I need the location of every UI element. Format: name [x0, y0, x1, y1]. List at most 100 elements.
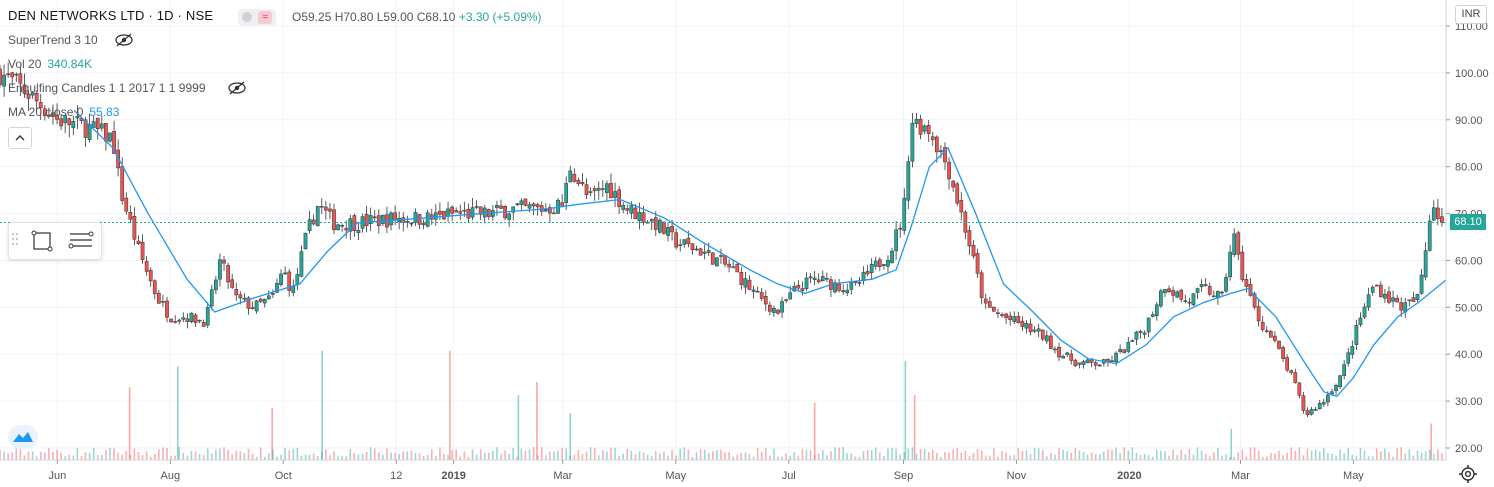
legend-supertrend[interactable]: SuperTrend 3 10: [8, 33, 98, 47]
candle-body: [254, 300, 259, 312]
legend-ma[interactable]: MA 20 close 0 55.83: [8, 105, 119, 119]
volume-bar: [1188, 449, 1191, 460]
volume-bar: [394, 453, 396, 460]
volume-bar: [1282, 455, 1284, 460]
time-tick-label: 12: [390, 470, 402, 482]
candle-body: [1028, 323, 1033, 333]
candle-body: [315, 206, 320, 227]
candle-body: [784, 299, 788, 301]
volume-bar: [801, 448, 804, 460]
volume-bar: [638, 451, 641, 460]
lines-tool-icon[interactable]: [67, 228, 95, 254]
candle-body: [10, 72, 15, 78]
volume-bar: [72, 455, 75, 460]
candle-body: [140, 241, 145, 260]
price-axis[interactable]: 20.0030.0040.0050.0060.0070.0080.0090.00…: [1445, 0, 1489, 460]
volume-bar: [1249, 447, 1252, 460]
volume-bar: [972, 452, 975, 460]
candle-body: [535, 204, 540, 208]
legend-engulfing[interactable]: Engulfing Candles 1 1 2017 1 1 9999: [8, 81, 206, 95]
volume-bar: [793, 451, 796, 460]
volume-bar: [813, 402, 816, 460]
symbol-title[interactable]: DEN NETWORKS LTD · 1D · NSE: [8, 8, 214, 23]
volume-bar: [952, 449, 954, 460]
candle-body: [67, 118, 72, 126]
visibility-off-icon[interactable]: [114, 32, 134, 48]
volume-bar: [31, 451, 34, 460]
chart-type-switch[interactable]: ≈: [238, 9, 276, 26]
volume-bar: [634, 454, 637, 460]
candle-body: [580, 182, 585, 185]
candle-body: [841, 290, 846, 293]
volume-bar: [88, 453, 91, 460]
volume-bar: [1127, 450, 1130, 460]
volume-bar: [487, 452, 490, 460]
volume-bar: [96, 455, 99, 460]
candle-body: [633, 207, 638, 220]
settings-gear-icon[interactable]: [1458, 464, 1478, 484]
currency-label[interactable]: INR: [1455, 5, 1487, 24]
volume-bar: [756, 448, 759, 460]
volume-bar: [1380, 451, 1382, 460]
candle-body: [1126, 342, 1131, 352]
tradingview-logo-icon[interactable]: [8, 425, 38, 449]
volume-bar: [988, 455, 991, 460]
candle-body: [1431, 207, 1436, 221]
volume-bar: [170, 456, 172, 460]
legend-volume[interactable]: Vol 20 340.84K: [8, 57, 92, 71]
collapse-legend-button[interactable]: [8, 127, 32, 149]
time-tick-label: May: [1343, 470, 1364, 482]
volume-bar: [1396, 448, 1398, 460]
candle-body: [788, 292, 793, 300]
time-axis[interactable]: Jun Aug Oct 12 2019 Mar May Jul Sep Nov 2020 Mar May: [0, 459, 1446, 482]
candle-body: [446, 208, 450, 217]
candle-body: [1370, 286, 1375, 293]
candle-body: [1167, 288, 1171, 293]
volume-bar: [516, 456, 519, 460]
volume-bar: [545, 455, 547, 460]
volume-bar: [48, 447, 50, 460]
candle-body: [356, 229, 361, 234]
volume-bar: [561, 447, 563, 460]
volume-bar: [219, 448, 221, 460]
candle-body: [1159, 290, 1163, 307]
volume-bar: [1094, 454, 1097, 460]
volume-bar: [60, 453, 62, 460]
volume-bar: [1156, 449, 1158, 460]
visibility-off-icon[interactable]: [227, 80, 247, 96]
volume-bar: [1400, 447, 1402, 460]
volume-bar: [1066, 451, 1068, 460]
price-tick-label: 110.00: [1455, 21, 1488, 33]
volume-bar: [206, 448, 209, 460]
volume-bar: [1339, 449, 1341, 460]
candle-body: [1342, 364, 1347, 376]
candle-body: [18, 73, 23, 84]
volume-bar: [1265, 456, 1268, 460]
volume-bar: [1090, 452, 1093, 460]
volume-bar: [899, 454, 901, 460]
volume-bar: [333, 451, 335, 460]
time-tick-label: Jun: [49, 470, 67, 482]
wave-icon: ≈: [258, 11, 272, 24]
volume-bar: [1290, 447, 1293, 460]
collapse-up-icon: [15, 135, 25, 141]
volume-bar: [1363, 450, 1366, 460]
volume-bar: [1021, 451, 1024, 460]
candle-body: [886, 260, 890, 267]
rectangle-tool-icon[interactable]: [29, 228, 55, 254]
candle-body: [877, 259, 882, 267]
candle-body: [702, 251, 707, 254]
candle-body: [491, 210, 495, 217]
candle-body: [1049, 335, 1053, 349]
volume-bar: [178, 447, 181, 460]
candle-body: [214, 279, 218, 291]
volume-bar: [997, 456, 999, 460]
candle-body: [1440, 216, 1444, 223]
drag-handle-icon[interactable]: [11, 231, 19, 251]
candle-body: [271, 293, 275, 295]
price-tick-label: 80.00: [1455, 162, 1483, 174]
candle-body: [291, 286, 296, 293]
candle-body: [372, 216, 377, 219]
candle-body: [922, 125, 927, 132]
